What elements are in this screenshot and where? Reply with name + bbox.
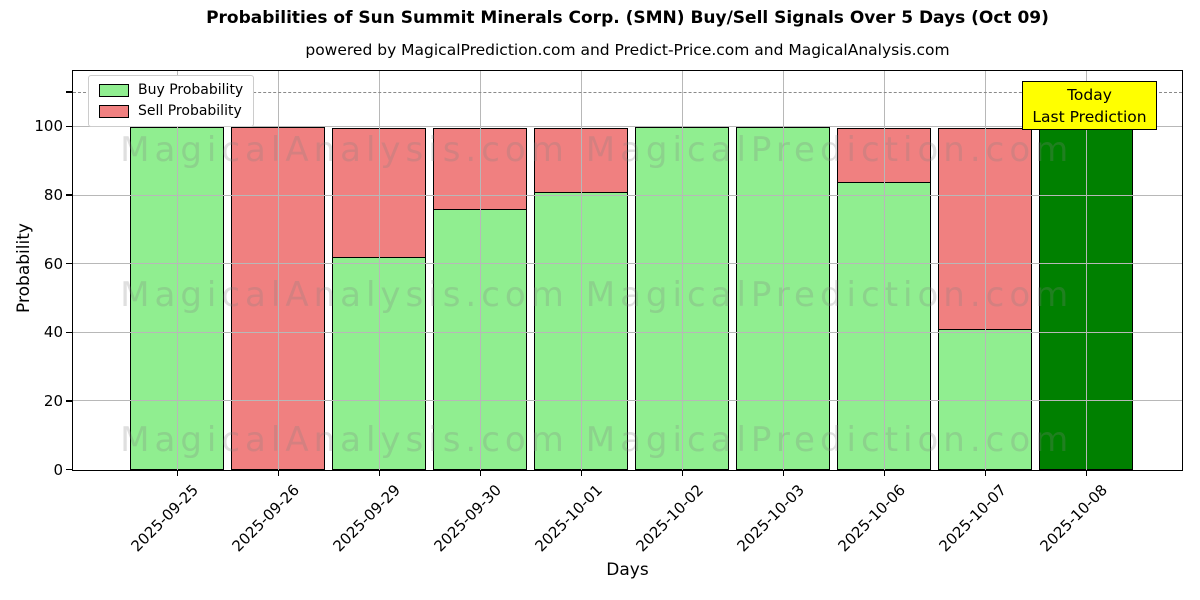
x-gridline <box>479 71 481 470</box>
x-tick-label: 2025-10-06 <box>834 481 910 556</box>
y-tick-mark <box>66 194 72 196</box>
x-tick-mark <box>277 471 280 476</box>
y-tick-mark <box>66 468 72 471</box>
y-tick-mark <box>66 331 72 333</box>
x-tick-mark <box>176 471 179 476</box>
x-tick-mark <box>378 471 381 476</box>
x-gridline <box>277 71 279 470</box>
legend-item-buy: Buy Probability <box>99 82 243 99</box>
y-tick-label: 80 <box>43 186 63 205</box>
y-tick-mark <box>66 262 72 265</box>
x-tick-mark <box>580 471 583 476</box>
x-gridline <box>782 71 784 470</box>
y-gridline <box>73 125 1182 127</box>
sell-probability-swatch <box>99 105 129 118</box>
x-tick-label: 2025-10-01 <box>531 481 607 556</box>
y-tick-mark <box>66 400 72 402</box>
x-tick-mark <box>883 471 886 476</box>
x-tick-label: 2025-10-03 <box>733 481 809 556</box>
buy-probability-swatch <box>99 84 129 97</box>
y-gridline <box>73 263 1182 265</box>
x-gridline <box>883 71 885 470</box>
x-gridline <box>1085 71 1087 470</box>
x-tick-label: 2025-09-25 <box>127 481 203 556</box>
dashed-threshold-line <box>73 91 1182 93</box>
x-tick-label: 2025-09-30 <box>430 481 506 556</box>
x-axis-label: Days <box>606 560 649 580</box>
x-gridline <box>681 71 683 470</box>
today-annotation-line2: Last Prediction <box>1032 108 1147 126</box>
today-annotation-line1: Today <box>1067 86 1112 104</box>
watermark-text: MagicalPrediction.com <box>585 274 1074 315</box>
y-tick-mark-dashed <box>66 91 72 93</box>
y-tick-label: 40 <box>43 323 63 342</box>
x-tick-label: 2025-10-02 <box>632 481 708 556</box>
x-gridline <box>378 71 380 470</box>
watermark-text: MagicalAnalysis.com <box>120 274 569 315</box>
x-tick-mark <box>681 471 684 476</box>
today-annotation: Today Last Prediction <box>1022 81 1157 130</box>
y-gridline <box>73 331 1182 333</box>
chart-title: Probabilities of Sun Summit Minerals Cor… <box>206 8 1049 28</box>
x-tick-label: 2025-09-29 <box>329 481 405 556</box>
y-tick-label: 100 <box>34 117 63 136</box>
y-tick-label: 60 <box>43 254 63 273</box>
x-tick-label: 2025-10-08 <box>1036 481 1112 556</box>
x-gridline <box>580 71 582 470</box>
x-tick-mark <box>984 471 987 476</box>
chart-subtitle: powered by MagicalPrediction.com and Pre… <box>305 41 950 59</box>
legend: Buy Probability Sell Probability <box>88 75 255 127</box>
x-tick-label: 2025-09-26 <box>228 481 304 556</box>
legend-label-sell: Sell Probability <box>138 103 242 119</box>
legend-item-sell: Sell Probability <box>99 103 243 120</box>
y-tick-mark <box>66 125 72 128</box>
watermark-text: MagicalPrediction.com <box>585 419 1074 460</box>
y-gridline <box>73 194 1182 196</box>
y-tick-label: 20 <box>43 391 63 410</box>
x-tick-label: 2025-10-07 <box>935 481 1011 556</box>
watermark-text: MagicalAnalysis.com <box>120 419 569 460</box>
y-axis-label: Probability <box>14 223 34 313</box>
watermark-text: MagicalAnalysis.com <box>120 129 569 170</box>
y-gridline <box>73 400 1182 402</box>
y-tick-label: 0 <box>53 460 63 479</box>
x-gridline <box>984 71 986 470</box>
x-tick-mark <box>1085 471 1088 476</box>
watermark-text: MagicalPrediction.com <box>585 129 1074 170</box>
x-tick-mark <box>479 471 482 476</box>
x-gridline <box>176 71 178 470</box>
x-tick-mark <box>782 471 785 476</box>
legend-label-buy: Buy Probability <box>138 82 244 98</box>
plot-area: MagicalAnalysis.com MagicalPrediction.com… <box>72 70 1183 471</box>
